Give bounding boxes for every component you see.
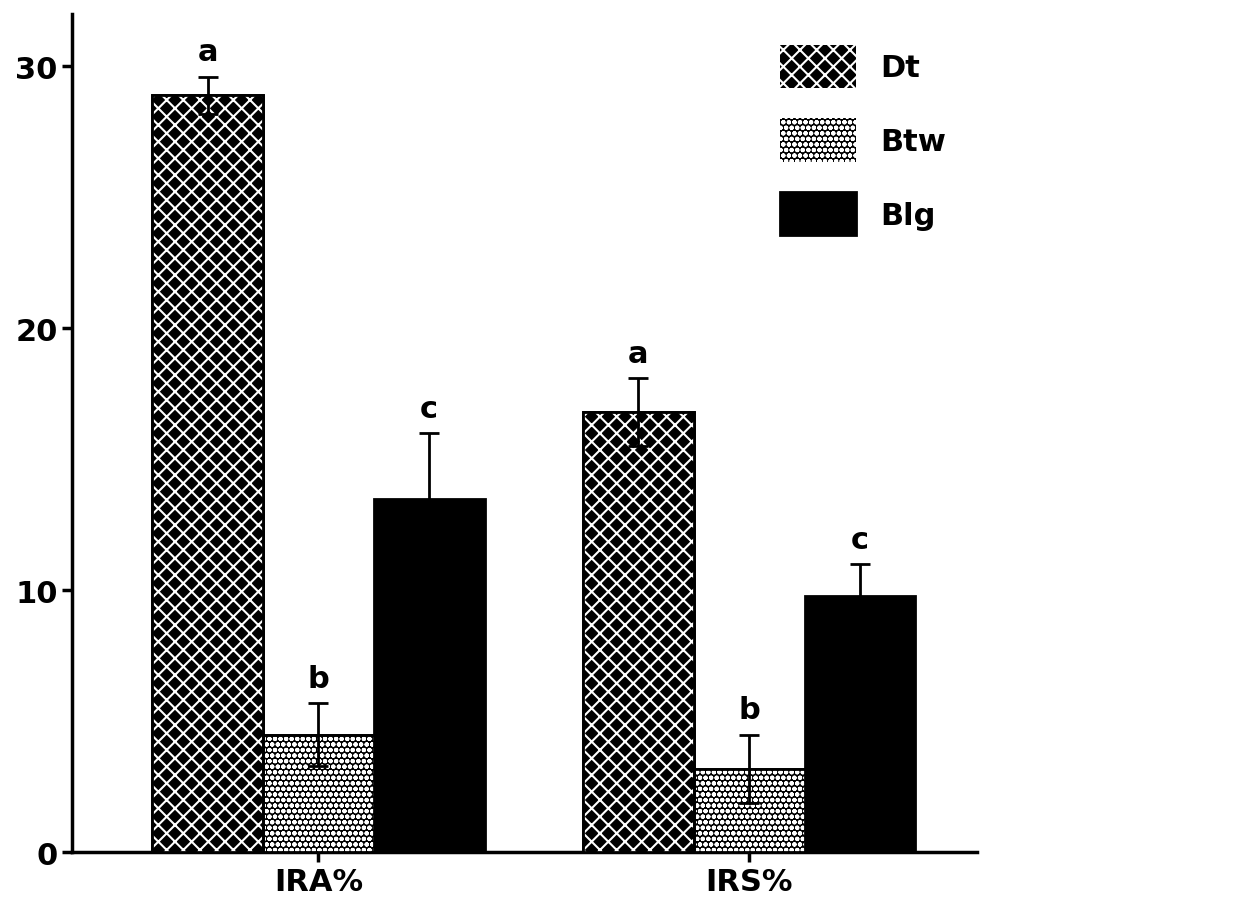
Bar (153, 97, 263, 853)
Text: c: c (851, 525, 869, 554)
Legend: Dt, Btw, Blg: Dt, Btw, Blg (764, 30, 962, 251)
Text: a: a (629, 339, 649, 368)
Text: a: a (197, 38, 218, 67)
Bar (373, 499, 485, 853)
Bar (263, 734, 373, 853)
Bar (583, 413, 694, 853)
Bar (263, 734, 373, 853)
Text: b: b (738, 695, 760, 724)
Bar (694, 769, 805, 853)
Text: c: c (420, 394, 438, 424)
Bar (805, 596, 915, 853)
Bar (153, 97, 263, 853)
Bar (583, 413, 694, 853)
Text: b: b (308, 664, 329, 693)
Bar (583, 413, 694, 853)
Bar (153, 97, 263, 853)
Bar (694, 769, 805, 853)
Bar (694, 769, 805, 853)
Bar (263, 734, 373, 853)
